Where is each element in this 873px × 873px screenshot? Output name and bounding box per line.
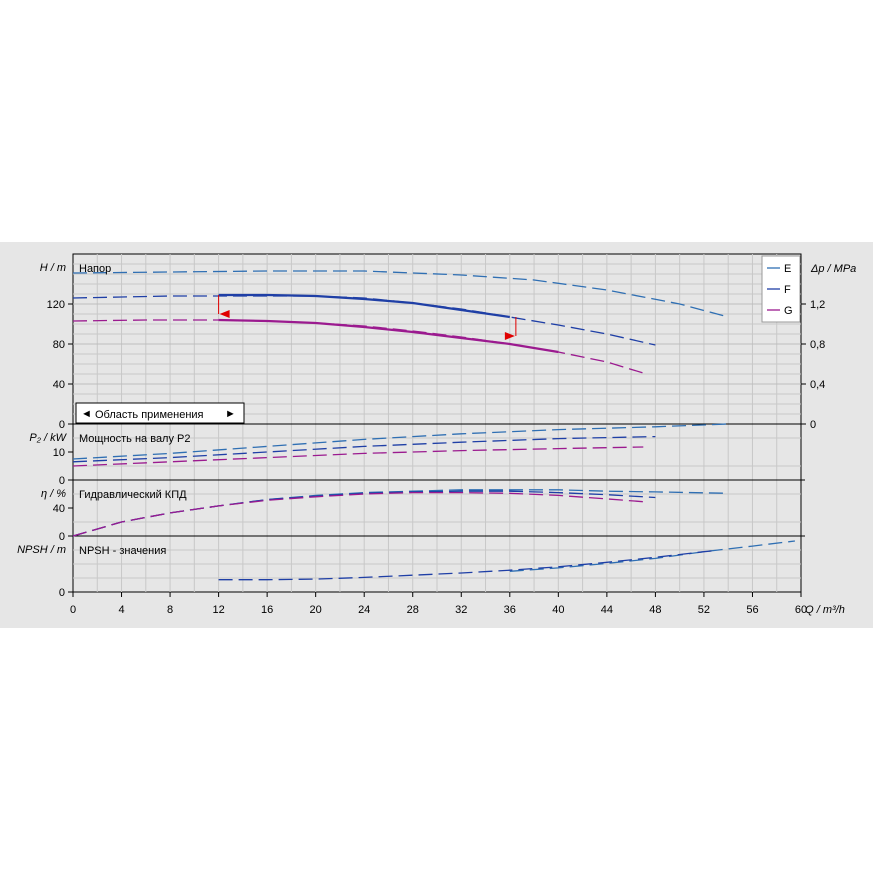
x-tick-label: 32 xyxy=(455,604,467,616)
y-axis-label: NPSH / m xyxy=(17,544,66,556)
x-tick-label: 24 xyxy=(358,604,370,616)
x-tick-label: 52 xyxy=(698,604,710,616)
labels: 0 4 8 12 16 20 24 28 32 36 40 44 48 52 56 60Q / m³/h040… xyxy=(17,255,856,616)
series-line-npsh-f xyxy=(218,549,717,581)
x-axis-label: Q / m³/h xyxy=(805,604,845,616)
series-line-head-e xyxy=(72,270,729,318)
right-tick-label: 0,8 xyxy=(810,339,825,351)
series-line-efficiency-f xyxy=(72,490,656,537)
right-axis-label: Δp / MPa xyxy=(810,263,856,275)
series-line-head-operating xyxy=(218,293,510,319)
x-tick-label: 4 xyxy=(118,604,124,616)
y-tick-label: 0 xyxy=(59,475,65,487)
range-max-marker-icon xyxy=(504,332,515,340)
right-tick-label: 0 xyxy=(810,419,816,431)
series-line-efficiency-g xyxy=(72,491,644,537)
series-line-power-g xyxy=(72,446,644,467)
series-line-head-g xyxy=(72,319,644,374)
x-tick-label: 28 xyxy=(407,604,419,616)
x-tick-label: 60 xyxy=(795,604,807,616)
chart-canvas: 0 4 8 12 16 20 24 28 32 36 40 44 48 52 56 60Q / m³/h040… xyxy=(17,253,856,616)
x-tick-label: 44 xyxy=(601,604,613,616)
panel-title: NPSH - значения xyxy=(79,545,166,557)
y-tick-label: 0 xyxy=(59,531,65,543)
series-line-power-f xyxy=(72,435,656,463)
series-line-head-operating xyxy=(218,318,559,354)
panel-title: Гидравлический КПД xyxy=(79,489,187,501)
y-tick-label: 120 xyxy=(47,299,65,311)
x-tick-label: 20 xyxy=(310,604,322,616)
y-tick-label: 80 xyxy=(53,339,65,351)
right-tick-label: 1,2 xyxy=(810,299,825,311)
y-tick-label: 10 xyxy=(53,447,65,459)
range-arrow-right-icon: ► xyxy=(225,408,236,420)
panel-title: Напор xyxy=(79,263,111,275)
range-arrow-left-icon: ◄ xyxy=(81,408,92,420)
y-axis-label: H / m xyxy=(40,262,66,274)
y-tick-label: 40 xyxy=(53,503,65,515)
legend-label: F xyxy=(784,284,791,296)
pump-performance-chart: 0 4 8 12 16 20 24 28 32 36 40 44 48 52 56 60 Q / m³/h 0 40… xyxy=(0,242,873,628)
series-line-npsh-e xyxy=(509,540,795,572)
x-tick-label: 12 xyxy=(212,604,224,616)
legend-label: G xyxy=(784,305,793,317)
y-tick-label: 40 xyxy=(53,379,65,391)
x-tick-label: 56 xyxy=(746,604,758,616)
x-tick-label: 0 xyxy=(70,604,76,616)
series xyxy=(72,270,795,581)
right-tick-label: 0,4 xyxy=(810,379,825,391)
application-range-box xyxy=(75,402,245,424)
panel-title: Мощность на валу P2 xyxy=(79,433,191,445)
range-min-marker-icon xyxy=(219,310,230,318)
application-range-label: Область применения xyxy=(95,409,204,421)
y-axis-label: P₂ / kW xyxy=(29,432,67,444)
axes xyxy=(68,303,806,597)
x-tick-label: 36 xyxy=(504,604,516,616)
x-tick-label: 8 xyxy=(167,604,173,616)
x-tick-label: 40 xyxy=(552,604,564,616)
y-tick-label: 0 xyxy=(59,587,65,599)
legend-label: E xyxy=(784,263,791,275)
x-tick-label: 48 xyxy=(649,604,661,616)
x-tick-label: 16 xyxy=(261,604,273,616)
y-tick-label: 0 xyxy=(59,419,65,431)
series-line-power-e xyxy=(72,423,729,460)
y-axis-label: η / % xyxy=(41,488,66,500)
